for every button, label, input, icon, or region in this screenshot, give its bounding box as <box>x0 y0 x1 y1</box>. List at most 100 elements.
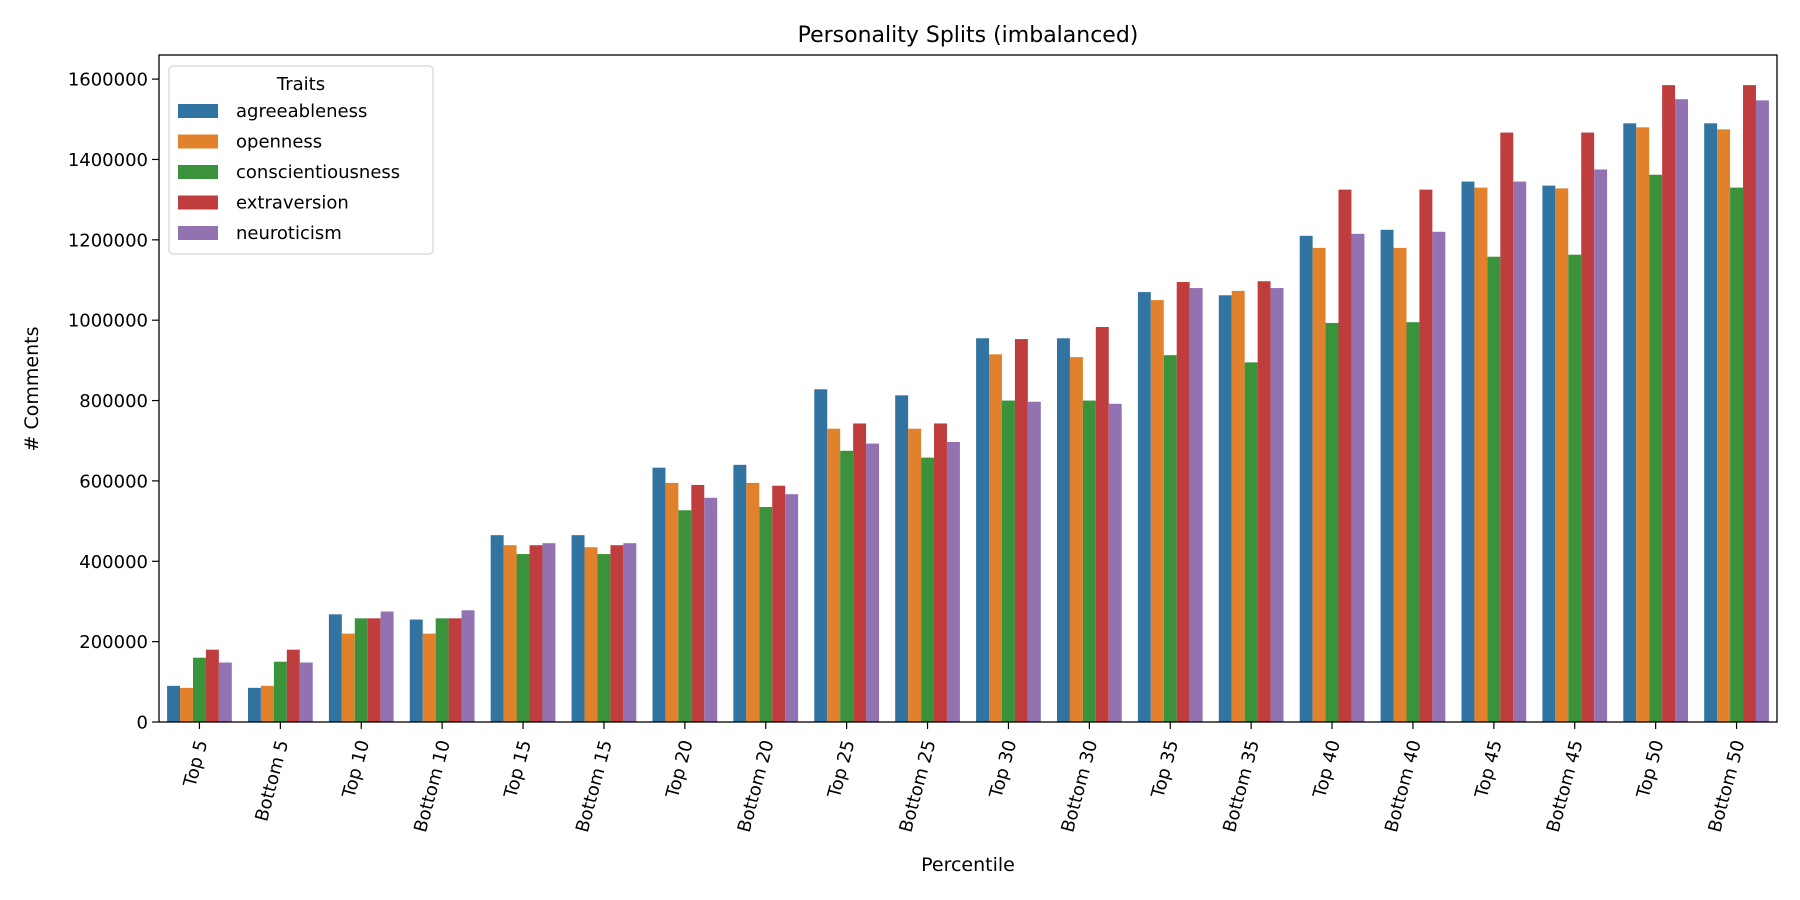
bar-openness-bottom-15 <box>584 547 598 722</box>
bar-conscientiousness-bottom-35 <box>1244 362 1258 722</box>
x-tick-label: Bottom 45 <box>1543 738 1588 835</box>
bar-neuroticism-bottom-25 <box>946 441 960 722</box>
y-tick-label: 400000 <box>79 552 148 573</box>
bar-extraversion-bottom-45 <box>1581 132 1595 723</box>
bar-agreeableness-top-30 <box>976 338 990 722</box>
x-tick-label: Bottom 15 <box>572 738 617 835</box>
x-tick-label: Bottom 5 <box>251 738 293 824</box>
bar-neuroticism-bottom-10 <box>461 610 475 722</box>
bar-agreeableness-bottom-10 <box>409 619 423 722</box>
bar-openness-top-50 <box>1636 127 1650 722</box>
bar-agreeableness-top-40 <box>1299 235 1313 722</box>
bar-conscientiousness-bottom-15 <box>597 554 611 722</box>
bar-agreeableness-top-20 <box>652 467 666 722</box>
y-tick-label: 800000 <box>79 391 148 412</box>
bar-openness-bottom-5 <box>260 685 274 722</box>
bar-neuroticism-bottom-5 <box>299 662 313 722</box>
x-tick-label: Bottom 25 <box>896 738 941 835</box>
bar-openness-top-10 <box>341 633 355 722</box>
legend-label-conscientiousness: conscientiousness <box>236 162 400 183</box>
bar-conscientiousness-bottom-45 <box>1568 254 1582 722</box>
y-tick-label: 200000 <box>79 632 148 653</box>
bar-conscientiousness-bottom-5 <box>273 661 287 722</box>
legend-box <box>168 65 434 255</box>
y-tick-label: 1600000 <box>68 70 148 91</box>
bar-extraversion-top-20 <box>691 484 705 722</box>
bar-conscientiousness-bottom-10 <box>435 618 449 722</box>
bar-extraversion-top-50 <box>1662 85 1676 722</box>
bar-conscientiousness-top-45 <box>1487 256 1501 722</box>
bar-extraversion-bottom-5 <box>286 649 300 722</box>
bar-neuroticism-top-30 <box>1027 401 1041 722</box>
bar-neuroticism-top-15 <box>542 543 556 722</box>
bar-conscientiousness-top-10 <box>354 618 368 722</box>
x-tick-label: Top 10 <box>338 738 374 801</box>
y-tick-label: 1200000 <box>68 230 148 251</box>
bar-openness-top-25 <box>827 428 841 722</box>
chart-title: Personality Splits (imbalanced) <box>798 23 1139 48</box>
x-tick-label: Bottom 50 <box>1705 738 1750 835</box>
bar-openness-bottom-45 <box>1555 188 1569 722</box>
bar-agreeableness-top-15 <box>490 535 504 722</box>
bar-extraversion-top-25 <box>853 423 867 722</box>
x-tick-label: Bottom 30 <box>1057 738 1102 835</box>
bar-extraversion-bottom-50 <box>1743 85 1756 722</box>
bar-conscientiousness-bottom-25 <box>921 457 935 722</box>
bar-conscientiousness-top-25 <box>840 450 854 722</box>
bar-neuroticism-top-45 <box>1513 181 1527 722</box>
bar-conscientiousness-top-50 <box>1649 174 1663 723</box>
bar-neuroticism-bottom-20 <box>785 494 799 722</box>
bar-extraversion-top-45 <box>1500 132 1514 723</box>
bar-agreeableness-top-10 <box>328 614 342 722</box>
bar-openness-top-40 <box>1312 247 1326 722</box>
bar-openness-top-15 <box>503 545 517 722</box>
bar-neuroticism-bottom-35 <box>1270 288 1284 722</box>
bar-openness-bottom-50 <box>1717 129 1731 722</box>
bar-conscientiousness-bottom-40 <box>1406 322 1420 722</box>
legend-label-neuroticism: neuroticism <box>236 223 342 244</box>
bar-agreeableness-top-50 <box>1623 123 1637 722</box>
bar-neuroticism-top-40 <box>1351 233 1365 723</box>
y-tick-label: 0 <box>137 713 148 734</box>
bar-conscientiousness-bottom-30 <box>1082 400 1096 722</box>
bar-extraversion-bottom-35 <box>1257 281 1271 722</box>
bar-extraversion-bottom-10 <box>448 618 462 722</box>
bar-openness-top-5 <box>180 687 193 722</box>
x-tick-label: Top 25 <box>824 738 860 801</box>
bar-agreeableness-bottom-45 <box>1542 185 1556 723</box>
x-tick-label: Bottom 10 <box>410 738 455 835</box>
bar-agreeableness-bottom-5 <box>247 687 261 722</box>
bar-openness-bottom-30 <box>1069 357 1083 722</box>
y-tick-label: 1400000 <box>68 150 148 171</box>
x-tick-label: Bottom 35 <box>1219 738 1264 835</box>
y-tick-label: 600000 <box>79 471 148 492</box>
bar-agreeableness-top-5 <box>167 685 181 722</box>
bar-openness-bottom-25 <box>908 428 922 722</box>
bar-extraversion-top-10 <box>367 618 381 722</box>
bar-neuroticism-top-10 <box>380 611 394 722</box>
bar-neuroticism-top-25 <box>866 443 880 722</box>
bar-conscientiousness-bottom-50 <box>1730 187 1744 723</box>
legend-title: Traits <box>276 74 325 95</box>
bar-extraversion-top-30 <box>1014 339 1028 722</box>
x-tick-label: Top 15 <box>500 738 536 801</box>
bar-agreeableness-bottom-40 <box>1380 229 1394 723</box>
x-tick-label: Bottom 40 <box>1381 738 1426 835</box>
x-tick-label: Top 35 <box>1147 738 1183 801</box>
bar-extraversion-bottom-40 <box>1419 189 1433 723</box>
y-axis-label: # Comments <box>21 327 43 452</box>
bar-agreeableness-bottom-50 <box>1704 123 1718 722</box>
bar-extraversion-bottom-30 <box>1095 327 1109 722</box>
legend-items: agreeableness openness conscientiousness ex… <box>178 101 400 244</box>
x-axis: Top 5 Bottom 5 Top 10 Bottom 10 Top 15 Bottom… <box>179 722 1749 835</box>
bar-extraversion-top-5 <box>205 649 219 722</box>
bar-extraversion-top-15 <box>529 545 543 722</box>
bars-group <box>167 85 1769 723</box>
legend-swatch-openness <box>178 134 218 149</box>
bar-neuroticism-top-5 <box>218 662 232 722</box>
plot-frame <box>158 54 1778 723</box>
bar-conscientiousness-top-20 <box>678 510 692 722</box>
bar-conscientiousness-top-35 <box>1163 355 1177 722</box>
bar-agreeableness-top-45 <box>1461 181 1475 722</box>
